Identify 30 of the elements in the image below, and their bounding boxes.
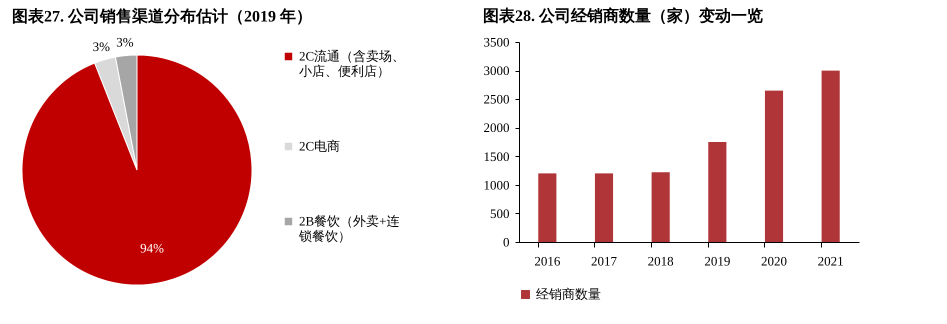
x-tick-label: 2021	[818, 254, 844, 268]
y-tick-label: 1000	[484, 177, 510, 192]
y-tick-label: 2000	[484, 120, 510, 136]
data-label: 94%	[140, 240, 164, 256]
chart-title: 图表27. 公司销售渠道分布估计（2019 年）	[12, 8, 312, 26]
pie-slice	[22, 54, 252, 286]
bar	[822, 70, 840, 242]
x-tick-label: 2017	[591, 254, 618, 268]
x-tick-label: 2016	[534, 254, 561, 268]
bar	[764, 90, 784, 242]
y-tick-label: 2500	[484, 92, 510, 107]
y-tick-label: 1500	[484, 148, 510, 164]
data-label: 3%	[92, 39, 110, 54]
y-tick-label: 0	[503, 234, 510, 250]
y-tick-label: 500	[490, 206, 510, 221]
data-label: 3%	[116, 34, 134, 50]
y-tick-label: 3000	[484, 63, 510, 78]
y-tick-label: 3500	[484, 34, 510, 50]
x-tick-label: 2019	[704, 254, 730, 268]
bar	[708, 142, 726, 242]
x-tick-label: 2020	[761, 254, 787, 268]
chart-title: 图表28. 公司经销商数量（家）变动一览	[483, 6, 763, 25]
bar	[538, 173, 556, 242]
x-tick-label: 2018	[648, 254, 674, 268]
legend-label: 2C电商	[299, 138, 340, 154]
legend-label: 2C流通（含卖场、小店、便利店）	[299, 48, 406, 78]
legend-label: 2B餐饮（外卖+连锁餐饮）	[298, 214, 400, 244]
bar	[594, 173, 614, 242]
legend-label: 经销商数量	[536, 286, 601, 302]
bar	[652, 172, 670, 242]
